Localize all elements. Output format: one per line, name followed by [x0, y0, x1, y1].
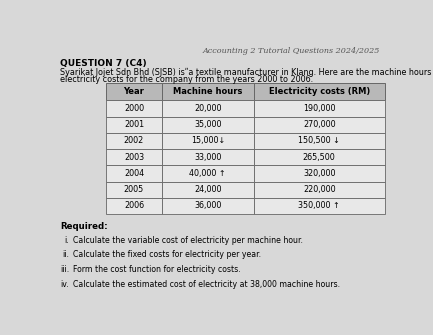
- Bar: [254, 198, 385, 214]
- Text: 220,000: 220,000: [303, 185, 336, 194]
- Bar: [254, 165, 385, 182]
- Text: i.: i.: [65, 236, 69, 245]
- Bar: [106, 100, 162, 117]
- Text: 2004: 2004: [124, 169, 144, 178]
- Bar: [254, 117, 385, 133]
- Text: 320,000: 320,000: [303, 169, 336, 178]
- Bar: [162, 117, 254, 133]
- Bar: [254, 149, 385, 165]
- Text: 36,000: 36,000: [194, 201, 222, 210]
- Bar: [162, 133, 254, 149]
- Text: 2006: 2006: [124, 201, 144, 210]
- Bar: [162, 100, 254, 117]
- Text: 150,500 ↓: 150,500 ↓: [298, 136, 340, 145]
- Text: 2001: 2001: [124, 120, 144, 129]
- Bar: [162, 182, 254, 198]
- Text: Syarikat Jojet Sdn Bhd (SJSB) isʺa textile manufacturer in Klang. Here are the m: Syarikat Jojet Sdn Bhd (SJSB) isʺa texti…: [60, 68, 433, 77]
- Text: Calculate the variable cost of electricity per machine hour.: Calculate the variable cost of electrici…: [73, 236, 303, 245]
- Text: QUESTION 7 (C4): QUESTION 7 (C4): [60, 59, 147, 68]
- Bar: [254, 83, 385, 100]
- Text: 15,000↓: 15,000↓: [191, 136, 225, 145]
- Bar: [106, 149, 162, 165]
- Bar: [254, 182, 385, 198]
- Text: Required:: Required:: [60, 222, 108, 231]
- Bar: [162, 198, 254, 214]
- Text: iv.: iv.: [61, 280, 69, 289]
- Text: ii.: ii.: [62, 251, 69, 259]
- Text: Calculate the fixed costs for electricity per year.: Calculate the fixed costs for electricit…: [73, 251, 261, 259]
- Bar: [162, 165, 254, 182]
- Text: 2005: 2005: [124, 185, 144, 194]
- Text: Electricity costs (RM): Electricity costs (RM): [268, 87, 370, 96]
- Text: 24,000: 24,000: [194, 185, 222, 194]
- Text: Form the cost function for electricity costs.: Form the cost function for electricity c…: [73, 265, 240, 274]
- Bar: [106, 117, 162, 133]
- Bar: [254, 100, 385, 117]
- Bar: [162, 149, 254, 165]
- Text: 20,000: 20,000: [194, 104, 222, 113]
- Text: Machine hours: Machine hours: [173, 87, 242, 96]
- Bar: [106, 83, 162, 100]
- Text: electricity costs for the company from the years 2000 to 2006.: electricity costs for the company from t…: [60, 74, 313, 83]
- Text: 350,000 ↑: 350,000 ↑: [298, 201, 340, 210]
- Text: 2000: 2000: [124, 104, 144, 113]
- Text: Year: Year: [123, 87, 145, 96]
- Text: 2003: 2003: [124, 153, 144, 162]
- Text: Accounting 2 Tutorial Questions 2024/2025: Accounting 2 Tutorial Questions 2024/202…: [202, 47, 380, 55]
- Text: iii.: iii.: [60, 265, 69, 274]
- Text: 190,000: 190,000: [303, 104, 336, 113]
- Text: 2002: 2002: [124, 136, 144, 145]
- Text: 270,000: 270,000: [303, 120, 336, 129]
- Bar: [254, 133, 385, 149]
- Text: 33,000: 33,000: [194, 153, 222, 162]
- Bar: [106, 198, 162, 214]
- Text: 40,000 ↑: 40,000 ↑: [190, 169, 226, 178]
- Bar: [106, 182, 162, 198]
- Text: 35,000: 35,000: [194, 120, 222, 129]
- Bar: [106, 133, 162, 149]
- Text: 265,500: 265,500: [303, 153, 336, 162]
- Bar: [162, 83, 254, 100]
- Text: Calculate the estimated cost of electricity at 38,000 machine hours.: Calculate the estimated cost of electric…: [73, 280, 340, 289]
- Bar: [106, 165, 162, 182]
